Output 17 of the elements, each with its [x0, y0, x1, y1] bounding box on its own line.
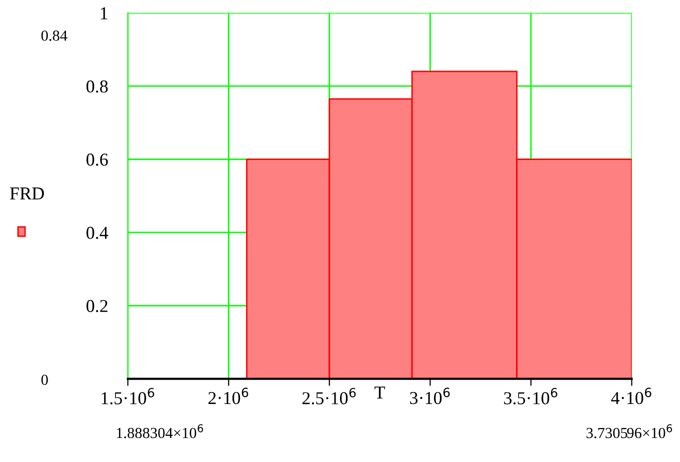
- x-tick-label: 3·10$^{6}$: [410, 388, 450, 404]
- x-tick-label: 1.5·10$^{6}$: [102, 388, 154, 404]
- y-tick-label: 0.8: [86, 80, 108, 93]
- y-axis-title: FRD: [10, 188, 44, 200]
- text: 1.888304×10$^{6}$: [116, 424, 204, 438]
- y-tick-label: 0.2: [86, 300, 108, 312]
- x-tick-label: 2·10$^{6}$: [208, 388, 248, 404]
- y-tick-label: 0.6: [86, 154, 108, 166]
- text: 3.730596×10$^{6}$: [586, 424, 672, 438]
- x-tick-label: 3.5·10$^{6}$: [504, 388, 558, 404]
- text: 0: [41, 374, 48, 385]
- text: 0.84: [41, 30, 68, 41]
- x-axis-title: T: [374, 386, 385, 398]
- y-tick-label: 1: [100, 7, 108, 20]
- x-tick-label: 2.5·10$^{6}$: [302, 388, 356, 404]
- y-tick-label: 0.4: [86, 226, 108, 239]
- x-tick-label: 4·10$^{6}$: [611, 388, 652, 404]
